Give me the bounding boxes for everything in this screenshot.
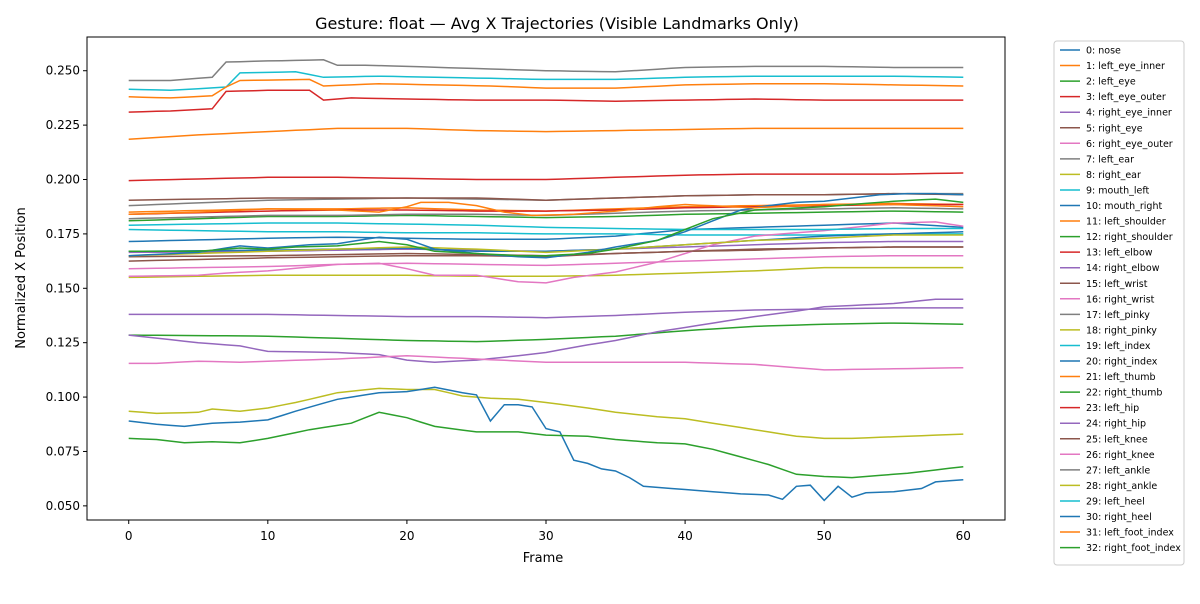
series-line-2: [128, 210, 964, 222]
legend-label: 23: left_hip: [1086, 403, 1139, 414]
legend-label: 25: left_knee: [1086, 434, 1148, 445]
legend-label: 21: left_thumb: [1086, 372, 1156, 383]
legend-label: 0: nose: [1086, 46, 1121, 57]
series-line-19: [128, 71, 964, 92]
series-line-25: [128, 246, 964, 262]
y-tick-label: 0.225: [46, 118, 80, 132]
legend-label: 3: left_eye_outer: [1086, 92, 1166, 103]
legend-box: [1053, 40, 1185, 566]
y-tick-label: 0.075: [46, 444, 80, 458]
x-tick-label: 10: [260, 529, 275, 543]
series-line-16: [128, 221, 964, 284]
series-line-15: [128, 192, 964, 201]
series-line-32: [128, 198, 964, 257]
series-line-28: [128, 234, 964, 257]
legend-label: 31: left_foot_index: [1086, 528, 1174, 539]
x-axis: 0 10 20 30 40 50 60: [125, 520, 971, 543]
legend-label: 30: right_heel: [1086, 512, 1152, 523]
x-tick-label: 50: [817, 529, 832, 543]
legend-label: 7: left_ear: [1086, 154, 1134, 165]
series-line-22: [128, 411, 964, 479]
series-line-23: [128, 89, 964, 113]
series-line-31: [128, 201, 964, 217]
legend-label: 6: right_eye_outer: [1086, 139, 1173, 150]
y-tick-label: 0.125: [46, 336, 80, 350]
legend-label: 18: right_pinky: [1086, 325, 1157, 336]
legend-label: 15: left_wrist: [1086, 279, 1148, 290]
series-line-10: [128, 230, 964, 253]
x-tick-label: 20: [399, 529, 414, 543]
legend-label: 10: mouth_right: [1086, 201, 1162, 212]
x-axis-label: Frame: [523, 551, 564, 566]
series-line-17: [128, 59, 964, 82]
series-line-9: [128, 228, 964, 236]
legend-label: 11: left_shoulder: [1086, 217, 1166, 228]
y-tick-label: 0.100: [46, 390, 80, 404]
legend-label: 5: right_eye: [1086, 123, 1143, 134]
plot-frame: [86, 36, 1006, 521]
series-line-24: [128, 298, 964, 364]
series-line-18: [128, 387, 964, 440]
legend-label: 9: mouth_left: [1086, 185, 1150, 196]
y-tick-label: 0.050: [46, 499, 80, 513]
legend-label: 22: right_thumb: [1086, 388, 1162, 399]
legend-label: 19: left_index: [1086, 341, 1151, 352]
legend-label: 2: left_eye: [1086, 77, 1136, 88]
series-lines: [128, 59, 964, 502]
legend: 0: nose 1: left_eye_inner 2: left_eye 3: le…: [1053, 40, 1185, 566]
series-line-6: [128, 254, 964, 270]
legend-label: 14: right_elbow: [1086, 263, 1160, 274]
series-line-26: [128, 354, 964, 371]
legend-label: 20: right_index: [1086, 357, 1158, 368]
y-tick-label: 0.200: [46, 173, 80, 187]
y-tick-label: 0.250: [46, 64, 80, 78]
series-line-21: [128, 78, 964, 99]
y-tick-label: 0.150: [46, 281, 80, 295]
y-axis-label: Normalized X Position: [14, 207, 29, 349]
legend-label: 16: right_wrist: [1086, 294, 1155, 305]
x-tick-label: 0: [125, 529, 133, 543]
legend-label: 27: left_ankle: [1086, 465, 1150, 476]
series-line-13: [128, 172, 964, 182]
chart-title: Gesture: float — Avg X Trajectories (Vis…: [315, 14, 799, 33]
legend-label: 24: right_hip: [1086, 419, 1146, 430]
series-line-3: [128, 203, 964, 216]
legend-label: 28: right_ankle: [1086, 481, 1157, 492]
series-line-20: [128, 386, 964, 502]
series-line-14: [128, 307, 964, 319]
y-tick-label: 0.175: [46, 227, 80, 241]
legend-label: 1: left_eye_inner: [1086, 61, 1165, 72]
x-tick-label: 40: [677, 529, 692, 543]
series-line-30: [128, 192, 964, 259]
series-line-0: [128, 222, 964, 243]
legend-label: 17: left_pinky: [1086, 310, 1150, 321]
legend-label: 29: left_heel: [1086, 496, 1145, 507]
y-axis: 0.050 0.075 0.100 0.125 0.150 0.175 0.200 0.225…: [46, 64, 87, 513]
series-line-12: [128, 322, 964, 343]
legend-label: 12: right_shoulder: [1086, 232, 1173, 243]
legend-label: 8: right_ear: [1086, 170, 1141, 181]
series-line-11: [128, 127, 964, 141]
legend-label: 26: right_knee: [1086, 450, 1155, 461]
legend-label: 4: right_eye_inner: [1086, 108, 1172, 119]
legend-label: 13: left_elbow: [1086, 248, 1153, 259]
series-line-29: [128, 222, 964, 231]
x-tick-label: 30: [538, 529, 553, 543]
series-line-8: [128, 266, 964, 279]
legend-label: 32: right_foot_index: [1086, 543, 1181, 554]
x-tick-label: 60: [956, 529, 971, 543]
